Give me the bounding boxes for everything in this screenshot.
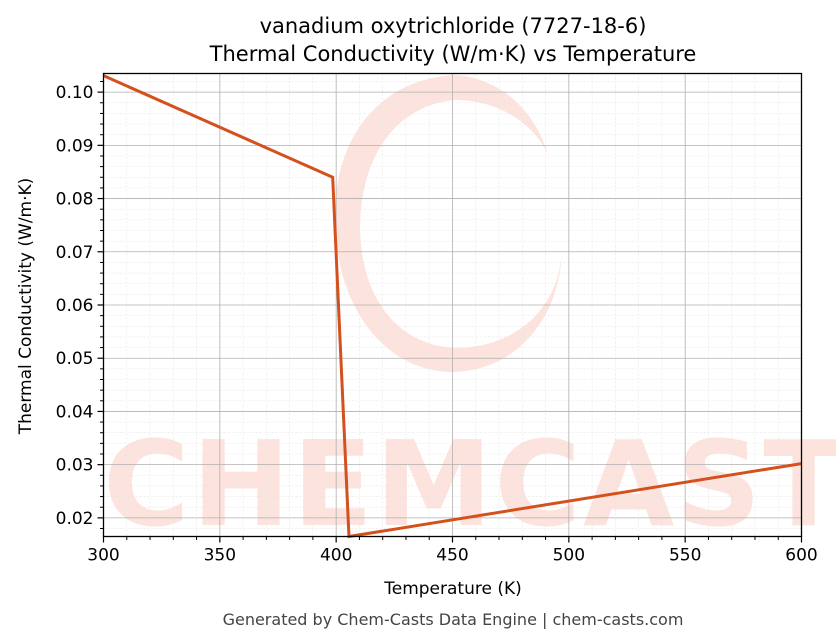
watermark-swirl [334,75,562,372]
y-axis-label: Thermal Conductivity (W/m·K) [16,178,36,436]
x-axis-label: Temperature (K) [383,579,522,599]
y-tick-labels: 0.02 0.03 0.04 0.05 0.06 0.07 0.08 0.09 0.10 [56,83,94,529]
x-tick-label: 550 [669,546,701,566]
y-tick-label: 0.06 [56,296,94,316]
chart-title: vanadium oxytrichloride (7727-18-6) [260,14,647,38]
x-tick-label: 600 [785,546,817,566]
y-tick-label: 0.10 [56,83,94,103]
y-tick-label: 0.09 [56,136,94,156]
x-tick-label: 500 [553,546,585,566]
y-tick-label: 0.04 [56,402,94,422]
axis-ticks [97,80,803,543]
x-tick-label: 400 [320,546,352,566]
y-tick-label: 0.02 [56,509,94,529]
chart-subtitle: Thermal Conductivity (W/m·K) vs Temperat… [209,42,697,66]
x-tick-labels: 300 350 400 450 500 550 600 [87,546,817,566]
watermark-logo: CHEMCASTS [103,75,836,553]
y-tick-label: 0.07 [56,243,94,263]
y-tick-label: 0.05 [56,349,94,369]
x-tick-label: 350 [204,546,236,566]
x-tick-label: 450 [436,546,468,566]
y-tick-label: 0.03 [56,456,94,476]
y-tick-label: 0.08 [56,190,94,210]
x-tick-label: 300 [87,546,119,566]
watermark-text: CHEMCASTS [103,415,836,553]
series-line [102,74,802,539]
footer-credit: Generated by Chem-Casts Data Engine | ch… [223,610,684,629]
